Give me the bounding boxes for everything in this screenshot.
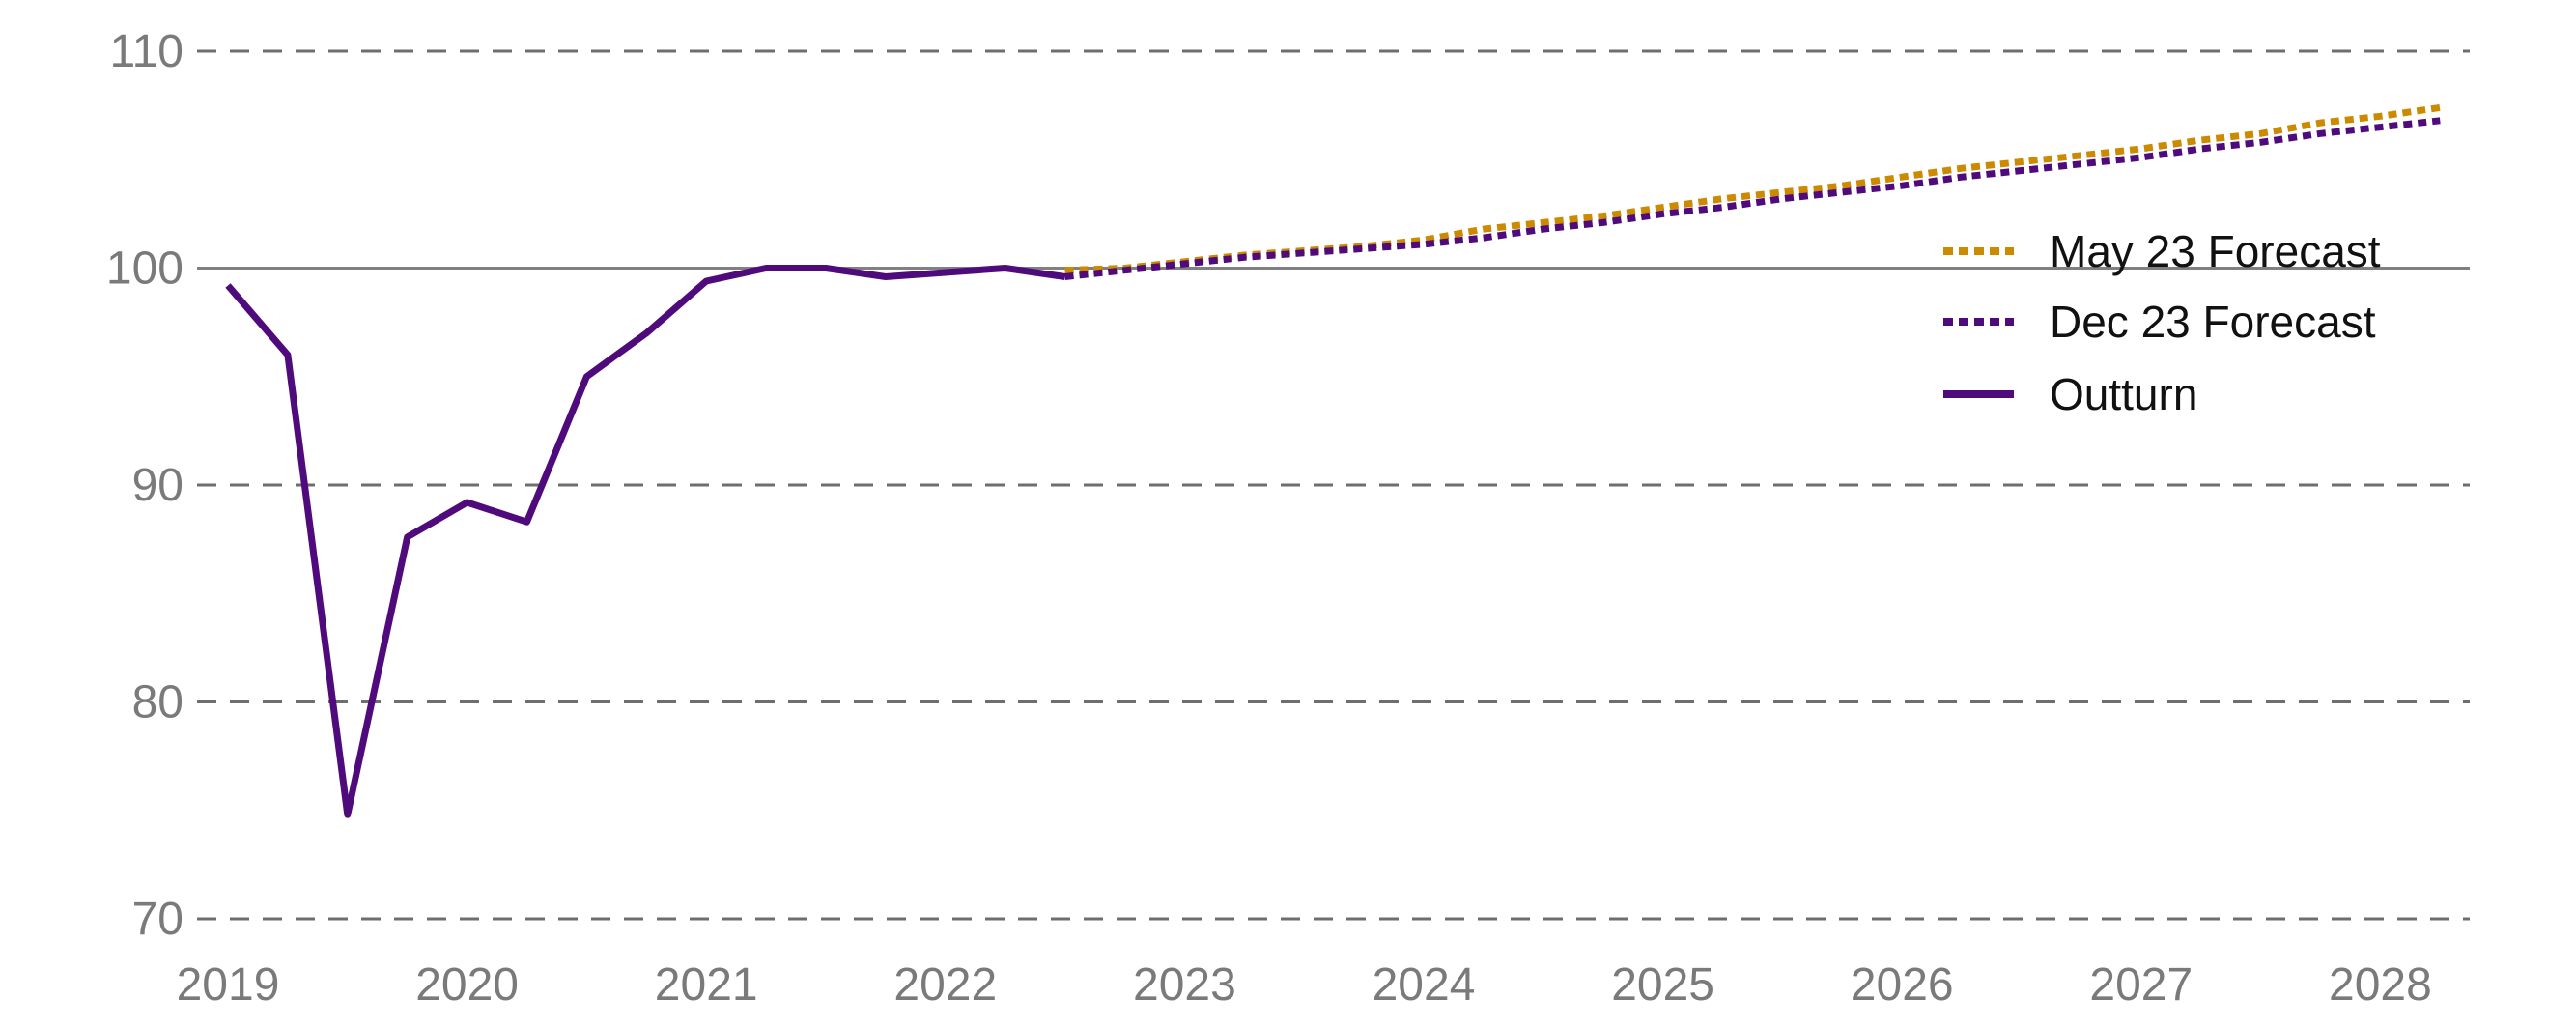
x-tick-label: 2019 [177,959,280,1011]
y-tick-label: 80 [132,677,184,728]
legend-label: May 23 Forecast [2050,226,2381,276]
x-tick-label: 2020 [415,959,519,1011]
x-tick-label: 2026 [1851,959,1954,1011]
x-tick-label: 2027 [2089,959,2193,1011]
x-tick-label: 2023 [1133,959,1236,1011]
x-tick-label: 2022 [893,959,997,1011]
y-axis-ticks: 70 80 90 100 110 [106,26,184,945]
legend-label: Dec 23 Forecast [2050,297,2376,347]
gridlines [197,49,2470,921]
x-tick-label: 2021 [655,959,758,1011]
x-tick-label: 2028 [2329,959,2432,1011]
x-axis-ticks: 2019 2020 2021 2022 2023 2024 2025 2026 2027 2028 [177,959,2432,1011]
x-tick-label: 2025 [1611,959,1714,1011]
x-tick-label: 2024 [1373,959,1476,1011]
y-tick-label: 100 [106,243,184,295]
y-tick-label: 90 [132,460,184,511]
legend-label: Outturn [2050,369,2197,419]
legend: May 23 Forecast Dec 23 Forecast Outturn [1943,226,2381,419]
series-lines [225,103,2441,818]
series-line-outturn [225,265,1066,818]
y-tick-label: 110 [109,26,184,77]
y-tick-label: 70 [132,894,184,945]
